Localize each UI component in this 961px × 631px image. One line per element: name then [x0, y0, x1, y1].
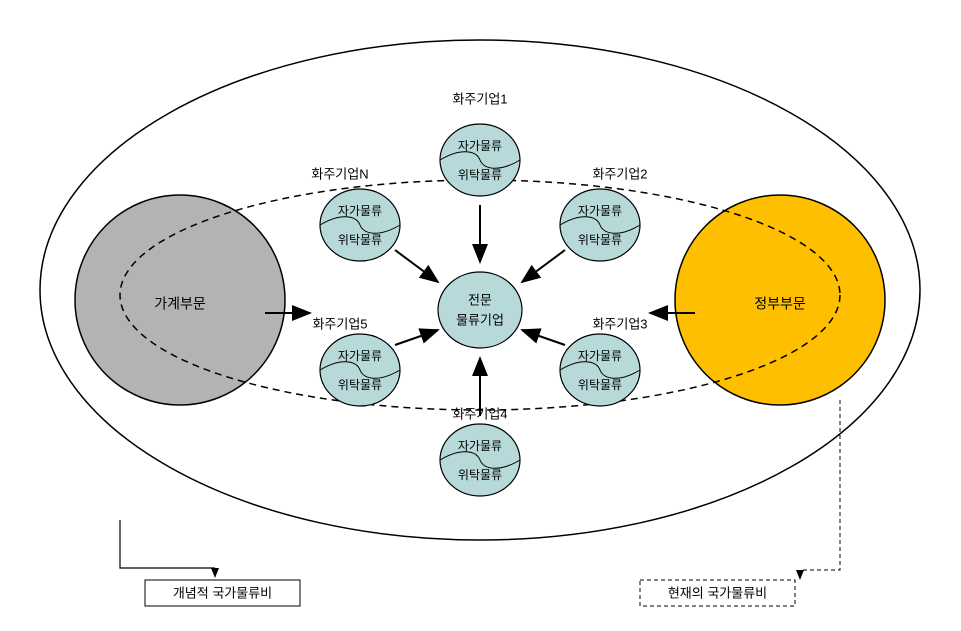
current-cost-callout-label: 현재의 국가물류비 — [668, 585, 767, 600]
current-cost-callout-leader-arrowhead — [796, 570, 804, 580]
conceptual-cost-callout-label: 개념적 국가물류비 — [173, 585, 272, 600]
company-node-bottom-text: 위탁물류 — [458, 468, 502, 482]
center-node-line1: 전문 — [468, 292, 492, 307]
company-node-top-text: 자가물류 — [338, 349, 382, 363]
company-label: 화주기업N — [311, 166, 368, 181]
company-node-bottom-text: 위탁물류 — [578, 233, 622, 247]
government-sector-label: 정부부문 — [754, 296, 806, 312]
household-sector-label: 가계부문 — [154, 296, 206, 312]
company-node-top-text: 자가물류 — [578, 204, 622, 218]
company-node-top-text: 자가물류 — [338, 204, 382, 218]
company-label: 화주기업3 — [592, 316, 647, 331]
arrow — [522, 330, 565, 345]
arrow — [395, 250, 438, 282]
company-node-top-text: 자가물류 — [458, 139, 502, 153]
conceptual-cost-callout-leader-arrowhead — [211, 568, 219, 578]
company-node-top-text: 자가물류 — [578, 349, 622, 363]
conceptual-cost-callout-leader — [120, 520, 215, 568]
company-node-bottom-text: 위탁물류 — [578, 378, 622, 392]
current-cost-callout-leader — [800, 400, 840, 570]
company-node-bottom-text: 위탁물류 — [458, 168, 502, 182]
center-node-line2: 물류기업 — [456, 312, 504, 327]
arrow — [395, 330, 438, 345]
company-node-bottom-text: 위탁물류 — [338, 233, 382, 247]
company-node-bottom-text: 위탁물류 — [338, 378, 382, 392]
company-label: 화주기업2 — [592, 166, 647, 181]
company-label: 화주기업5 — [312, 316, 367, 331]
center-node — [438, 272, 522, 348]
company-label: 화주기업1 — [452, 91, 507, 106]
company-node-top-text: 자가물류 — [458, 439, 502, 453]
arrow — [522, 250, 565, 282]
logistics-diagram: 가계부문정부부문화주기업1자가물류위탁물류화주기업2자가물류위탁물류화주기업3자… — [0, 0, 961, 631]
